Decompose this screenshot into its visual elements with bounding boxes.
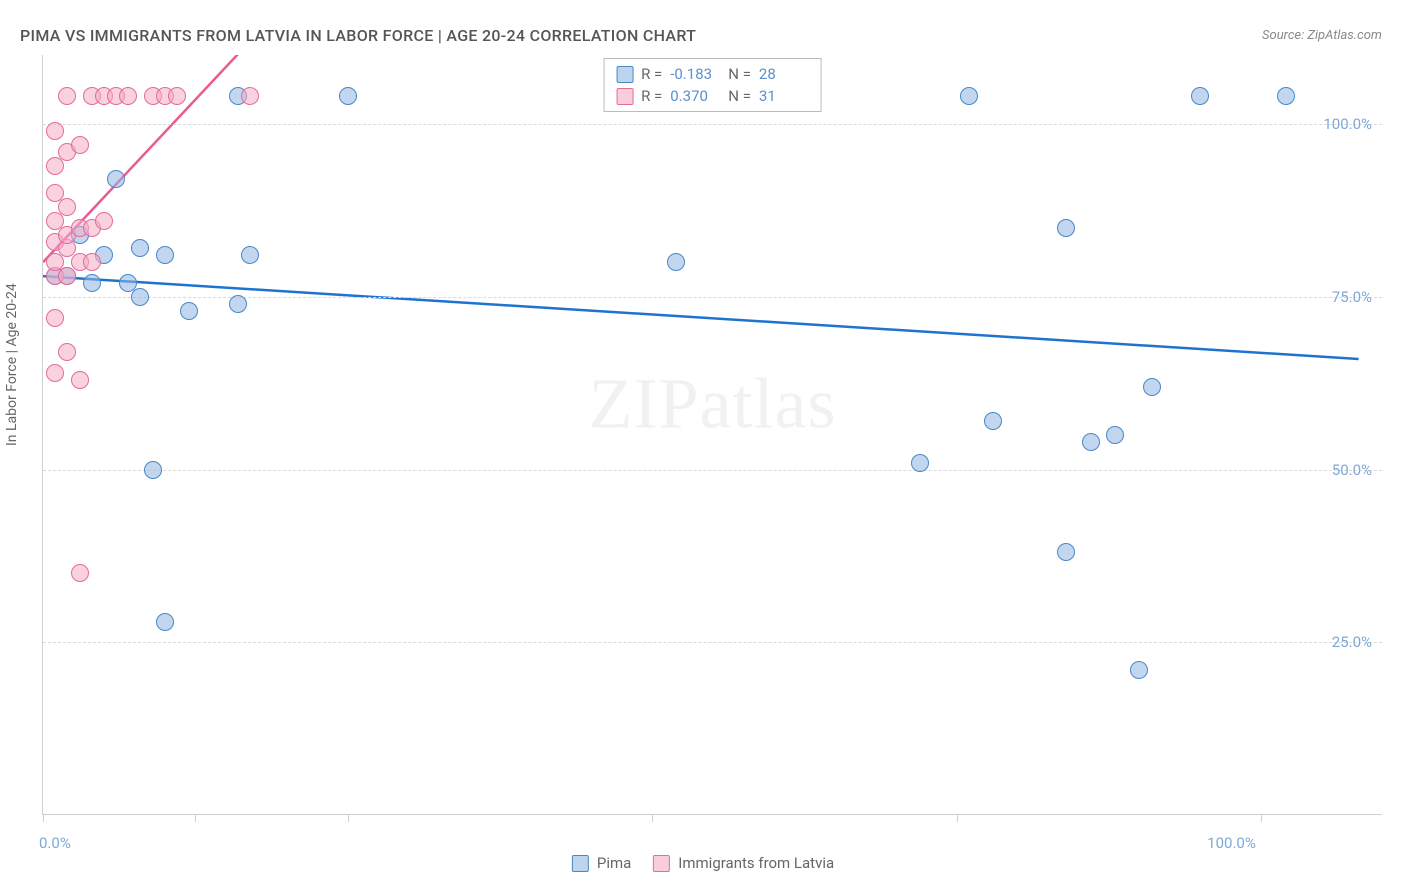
watermark-atlas: atlas (700, 364, 837, 444)
data-point-pima (131, 239, 149, 257)
data-point-pima (339, 87, 357, 105)
n-label: N = (728, 87, 751, 105)
data-point-pima (131, 288, 149, 306)
plot-area: ZIPatlas R = -0.183 N = 28 R = 0.370 N =… (42, 55, 1382, 815)
data-point-pima (144, 461, 162, 479)
r-label: R = (641, 87, 662, 105)
data-point-pima (156, 613, 174, 631)
x-tick (652, 814, 653, 822)
trend-line-pima (43, 276, 1359, 359)
x-tick (195, 814, 196, 822)
data-point-latvia (46, 309, 64, 327)
data-point-latvia (46, 122, 64, 140)
data-point-latvia (58, 343, 76, 361)
legend-item-latvia: Immigrants from Latvia (653, 854, 834, 872)
legend-row-pima: R = -0.183 N = 28 (616, 63, 809, 85)
y-axis-title: In Labor Force | Age 20-24 (4, 283, 20, 446)
n-value-pima: 28 (759, 65, 809, 83)
watermark-zip: ZIP (589, 364, 700, 444)
y-tick-label: 25.0% (1332, 633, 1372, 651)
gridline (43, 124, 1382, 125)
data-point-pima (1191, 87, 1209, 105)
swatch-latvia-icon (653, 855, 670, 872)
r-label: R = (641, 65, 662, 83)
r-value-pima: -0.183 (670, 65, 720, 83)
data-point-pima (1130, 661, 1148, 679)
data-point-latvia (58, 87, 76, 105)
source-label: Source: ZipAtlas.com (1262, 28, 1382, 43)
data-point-pima (1082, 433, 1100, 451)
x-tick (1261, 814, 1262, 822)
x-tick (348, 814, 349, 822)
data-point-latvia (46, 364, 64, 382)
data-point-latvia (71, 136, 89, 154)
swatch-pima-icon (572, 855, 589, 872)
swatch-pima (616, 66, 633, 83)
data-point-pima (1057, 543, 1075, 561)
data-point-pima (667, 253, 685, 271)
trend-lines (43, 55, 1383, 815)
data-point-latvia (71, 564, 89, 582)
y-tick-label: 75.0% (1332, 288, 1372, 306)
data-point-latvia (83, 253, 101, 271)
swatch-latvia (616, 88, 633, 105)
data-point-pima (911, 454, 929, 472)
legend-item-pima: Pima (572, 854, 631, 872)
data-point-latvia (95, 212, 113, 230)
x-tick (957, 814, 958, 822)
data-point-pima (1106, 426, 1124, 444)
data-point-pima (1057, 219, 1075, 237)
series-legend: Pima Immigrants from Latvia (572, 854, 834, 872)
data-point-pima (83, 274, 101, 292)
data-point-pima (229, 295, 247, 313)
correlation-legend: R = -0.183 N = 28 R = 0.370 N = 31 (603, 58, 822, 112)
x-tick-label: 0.0% (39, 834, 71, 852)
data-point-latvia (71, 371, 89, 389)
x-tick-label: 100.0% (1207, 834, 1256, 852)
x-tick (43, 814, 44, 822)
data-point-pima (180, 302, 198, 320)
data-point-latvia (58, 198, 76, 216)
legend-label-pima: Pima (597, 854, 631, 872)
n-value-latvia: 31 (759, 87, 809, 105)
data-point-pima (156, 246, 174, 264)
data-point-pima (1277, 87, 1295, 105)
legend-label-latvia: Immigrants from Latvia (678, 854, 834, 872)
y-tick-label: 50.0% (1332, 461, 1372, 479)
y-tick-label: 100.0% (1323, 115, 1372, 133)
watermark: ZIPatlas (589, 363, 837, 446)
data-point-latvia (168, 87, 186, 105)
n-label: N = (728, 65, 751, 83)
data-point-pima (241, 246, 259, 264)
data-point-latvia (119, 87, 137, 105)
data-point-pima (960, 87, 978, 105)
data-point-pima (107, 170, 125, 188)
gridline (43, 470, 1382, 471)
gridline (43, 642, 1382, 643)
data-point-latvia (241, 87, 259, 105)
legend-row-latvia: R = 0.370 N = 31 (616, 85, 809, 107)
data-point-pima (1143, 378, 1161, 396)
data-point-pima (984, 412, 1002, 430)
r-value-latvia: 0.370 (670, 87, 720, 105)
chart-title: PIMA VS IMMIGRANTS FROM LATVIA IN LABOR … (20, 26, 696, 45)
